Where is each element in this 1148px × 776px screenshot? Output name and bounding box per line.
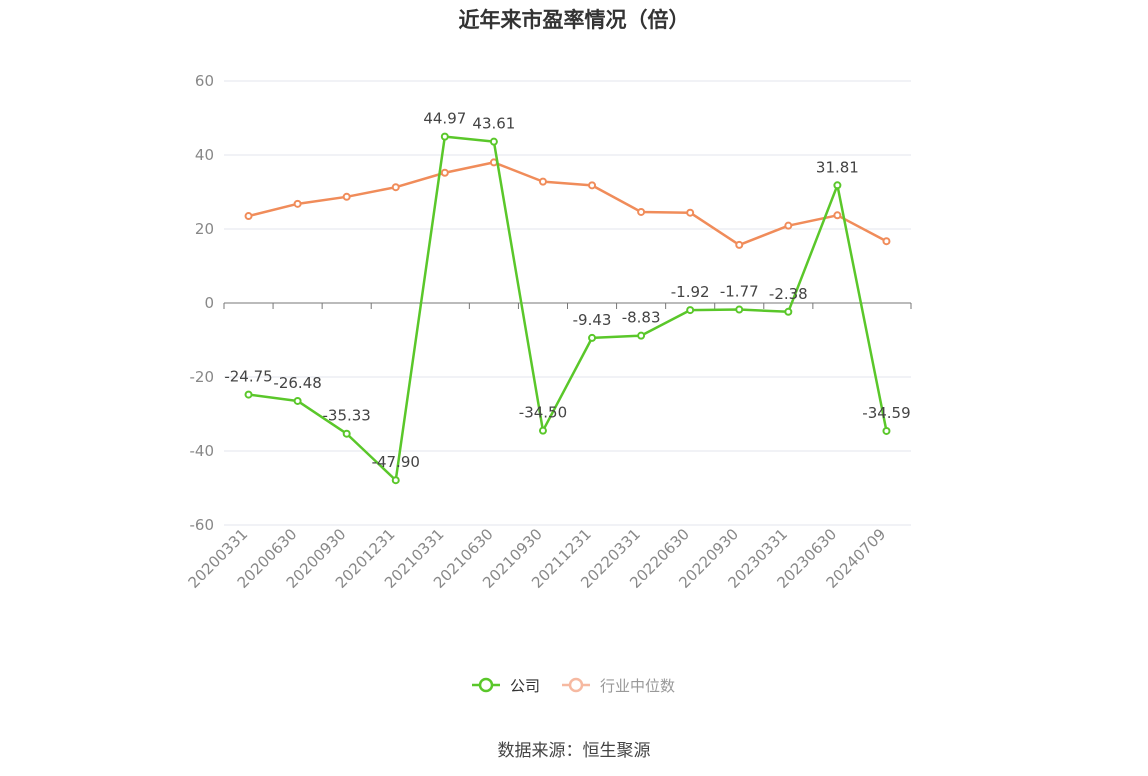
y-tick-label: 60 — [195, 72, 214, 90]
data-point — [440, 168, 449, 177]
y-tick-label: 40 — [195, 146, 214, 164]
data-point — [342, 429, 351, 438]
data-label: -34.59 — [862, 404, 910, 422]
data-point — [391, 476, 400, 485]
data-point — [293, 199, 302, 208]
legend-label: 公司 — [510, 677, 540, 695]
data-point — [489, 137, 498, 146]
y-tick-label: -40 — [190, 442, 215, 460]
data-label: -9.43 — [573, 311, 612, 329]
y-tick-label: -20 — [190, 368, 215, 386]
data-label: -34.50 — [519, 404, 567, 422]
series-line — [248, 135, 888, 482]
data-point — [538, 177, 547, 186]
data-point — [833, 211, 842, 220]
data-point — [637, 207, 646, 216]
data-point — [735, 240, 744, 249]
data-point — [735, 305, 744, 314]
data-label: 43.61 — [472, 115, 515, 133]
series-line — [248, 161, 888, 247]
data-label: 44.97 — [423, 110, 466, 128]
y-tick-label: 0 — [204, 294, 214, 312]
data-label: -1.77 — [720, 283, 759, 301]
data-point — [637, 331, 646, 340]
data-point — [244, 390, 253, 399]
legend-marker — [568, 677, 584, 693]
data-point — [686, 306, 695, 315]
data-point — [293, 396, 302, 405]
data-label: -8.83 — [622, 309, 661, 327]
data-point — [784, 307, 793, 316]
data-point — [588, 333, 597, 342]
chart-title: 近年来市盈率情况（倍） — [458, 8, 690, 32]
data-label: -24.75 — [224, 368, 272, 386]
data-point — [391, 183, 400, 192]
data-label: -47.90 — [372, 453, 420, 471]
data-point — [833, 181, 842, 190]
data-point — [686, 208, 695, 217]
data-label: 31.81 — [816, 158, 859, 176]
data-source: 数据来源：恒生聚源 — [497, 741, 651, 761]
data-label: -26.48 — [273, 374, 321, 392]
data-point — [588, 181, 597, 190]
data-label: -1.92 — [671, 283, 710, 301]
data-point — [882, 426, 891, 435]
data-label: -2.38 — [769, 285, 808, 303]
data-point — [342, 192, 351, 201]
data-point — [440, 132, 449, 141]
data-point — [882, 237, 891, 246]
data-point — [538, 426, 547, 435]
legend-marker — [478, 677, 494, 693]
legend-label: 行业中位数 — [600, 677, 675, 695]
y-tick-label: 20 — [195, 220, 214, 238]
y-tick-label: -60 — [190, 516, 215, 534]
data-point — [244, 212, 253, 221]
data-label: -35.33 — [322, 407, 370, 425]
data-point — [784, 221, 793, 230]
